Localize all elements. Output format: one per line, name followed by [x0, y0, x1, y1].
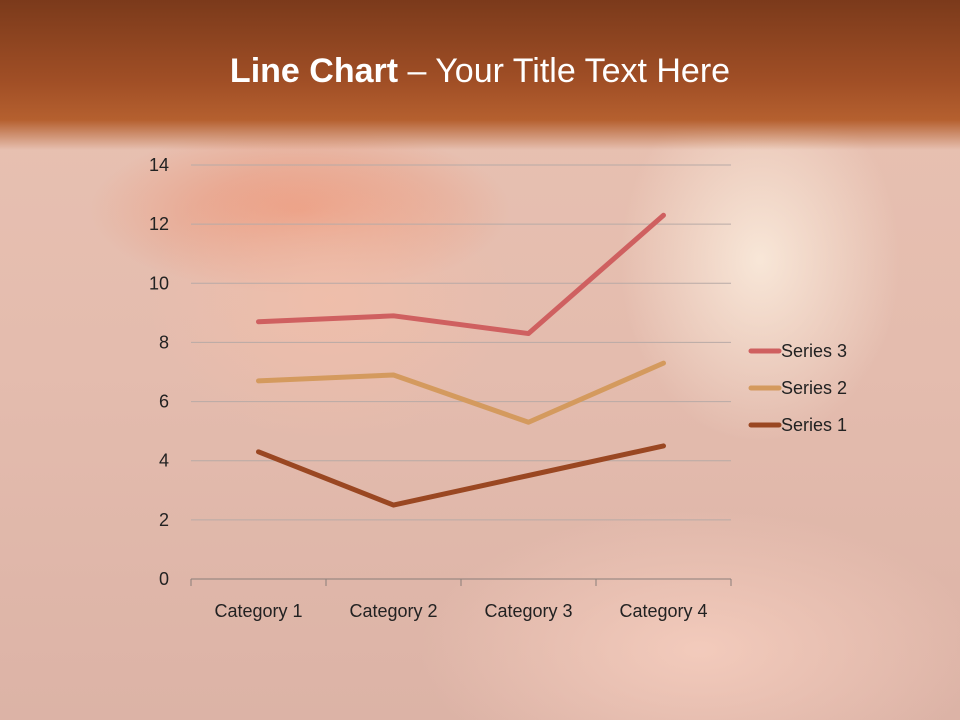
- slide-title: Line Chart – Your Title Text Here: [0, 52, 960, 91]
- y-tick-label: 6: [159, 392, 169, 412]
- legend-label: Series 2: [781, 378, 847, 398]
- series-line-3: [256, 212, 666, 337]
- y-tick-label: 12: [149, 214, 169, 234]
- y-tick-label: 8: [159, 332, 169, 352]
- x-tick-label: Category 3: [484, 601, 572, 621]
- x-tick-label: Category 2: [349, 601, 437, 621]
- y-tick-label: 2: [159, 510, 169, 530]
- y-tick-label: 10: [149, 273, 169, 293]
- series-line-2: [256, 360, 666, 425]
- legend-label: Series 1: [781, 415, 847, 435]
- title-rest: – Your Title Text Here: [398, 52, 731, 90]
- series-line-1: [256, 443, 666, 508]
- legend-label: Series 3: [781, 341, 847, 361]
- title-bar: [0, 0, 960, 150]
- x-tick-label: Category 4: [619, 601, 707, 621]
- x-tick-label: Category 1: [214, 601, 302, 621]
- title-bold: Line Chart: [229, 52, 399, 90]
- y-tick-label: 4: [159, 451, 169, 471]
- y-tick-label: 14: [149, 155, 169, 175]
- y-tick-label: 0: [159, 569, 169, 589]
